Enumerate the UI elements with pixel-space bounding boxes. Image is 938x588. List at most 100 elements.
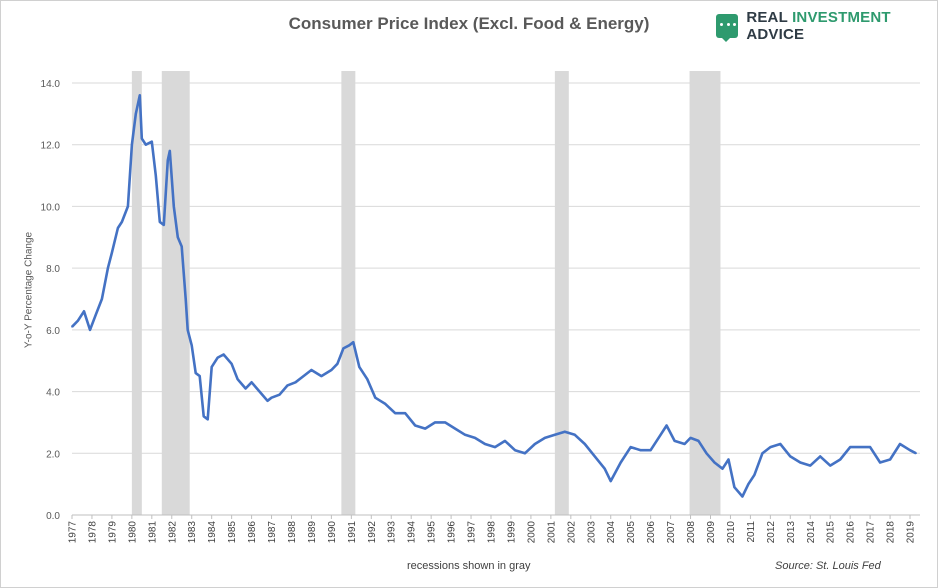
data-point xyxy=(593,455,596,458)
brand-word-2: INVESTMENT xyxy=(792,9,891,26)
data-point xyxy=(206,418,209,421)
data-point xyxy=(484,443,486,445)
data-point xyxy=(230,362,233,365)
x-tick-label: 1980 xyxy=(127,521,138,544)
x-tick-label: 1989 xyxy=(307,521,318,544)
data-point xyxy=(320,375,323,378)
data-point xyxy=(741,495,744,498)
y-tick-label: 0.0 xyxy=(46,511,60,522)
data-point xyxy=(394,412,397,415)
x-tick-label: 1984 xyxy=(207,521,218,544)
data-point xyxy=(689,436,692,439)
x-tick-label: 1988 xyxy=(287,521,298,544)
data-point xyxy=(120,220,123,223)
data-point xyxy=(464,433,466,436)
y-tick-label: 14.0 xyxy=(41,79,61,90)
data-point xyxy=(342,347,345,350)
data-point xyxy=(126,205,129,208)
data-point xyxy=(266,399,269,402)
data-point xyxy=(210,365,213,368)
data-point xyxy=(374,396,377,399)
brand-word-1: REAL xyxy=(746,9,788,26)
data-point xyxy=(434,421,437,424)
brand-name: REAL INVESTMENT ADVICE xyxy=(746,9,938,43)
data-point xyxy=(673,440,676,442)
x-tick-label: 1999 xyxy=(506,521,517,544)
data-point xyxy=(194,372,197,374)
x-tick-label: 2016 xyxy=(846,521,857,544)
data-point xyxy=(563,430,566,433)
data-point xyxy=(154,174,157,177)
data-point xyxy=(336,362,339,365)
data-point xyxy=(101,298,103,300)
data-point xyxy=(202,415,205,418)
data-point xyxy=(444,421,447,424)
data-point xyxy=(514,449,516,452)
y-tick-label: 12.0 xyxy=(41,141,61,152)
data-point xyxy=(244,387,247,390)
x-tick-label: 2013 xyxy=(786,521,797,544)
data-point xyxy=(683,443,686,445)
data-point xyxy=(168,149,171,152)
data-point xyxy=(915,452,917,455)
x-tick-label: 2019 xyxy=(906,521,917,544)
data-point xyxy=(176,236,179,239)
data-point xyxy=(659,433,662,436)
data-point xyxy=(424,427,427,430)
data-point xyxy=(348,344,351,347)
data-point xyxy=(236,378,239,381)
chat-bubble-icon xyxy=(716,14,739,42)
x-tick-label: 1986 xyxy=(247,521,258,544)
data-point xyxy=(705,452,708,455)
data-point xyxy=(849,446,852,449)
cpi-series-line xyxy=(71,94,917,498)
data-point xyxy=(619,461,622,464)
source-credit: Source: St. Louis Fed xyxy=(775,560,881,572)
x-tick-label: 1977 xyxy=(68,521,79,544)
data-point xyxy=(302,375,305,378)
x-tick-label: 2017 xyxy=(866,521,877,544)
x-tick-label: 1992 xyxy=(367,521,378,544)
data-point xyxy=(721,467,724,470)
data-point xyxy=(869,446,872,449)
recession-band xyxy=(341,71,356,515)
y-tick-label: 10.0 xyxy=(41,202,61,213)
x-tick-label: 1997 xyxy=(467,521,478,544)
data-point xyxy=(140,137,143,140)
x-tick-label: 2003 xyxy=(586,521,597,544)
x-tick-label: 1995 xyxy=(427,521,438,544)
data-point xyxy=(454,427,456,430)
data-point xyxy=(909,449,911,452)
x-tick-label: 2011 xyxy=(746,521,757,543)
data-point xyxy=(534,443,536,445)
data-point xyxy=(524,452,526,455)
data-point xyxy=(150,140,153,143)
data-point xyxy=(573,433,576,436)
data-point xyxy=(330,369,333,371)
data-point xyxy=(414,424,417,427)
data-point xyxy=(138,94,141,97)
x-tick-label: 2004 xyxy=(606,521,617,544)
data-point xyxy=(779,443,782,445)
data-point xyxy=(629,446,632,449)
data-point xyxy=(95,313,97,316)
x-tick-label: 1981 xyxy=(147,521,158,544)
x-tick-label: 2018 xyxy=(886,521,897,544)
x-tick-label: 2008 xyxy=(686,521,697,544)
data-point xyxy=(753,473,756,476)
data-point xyxy=(665,424,668,427)
data-point xyxy=(384,403,387,405)
x-tick-label: 2000 xyxy=(526,521,537,544)
data-point xyxy=(859,446,862,449)
x-tick-label: 1982 xyxy=(167,521,178,544)
data-point xyxy=(278,393,281,396)
data-point xyxy=(553,433,556,436)
recession-band xyxy=(689,71,721,515)
data-point xyxy=(713,461,716,464)
x-tick-label: 1990 xyxy=(327,521,338,544)
data-point xyxy=(216,356,219,359)
data-point xyxy=(71,325,73,328)
data-point xyxy=(186,328,189,331)
x-tick-label: 1987 xyxy=(267,521,278,544)
